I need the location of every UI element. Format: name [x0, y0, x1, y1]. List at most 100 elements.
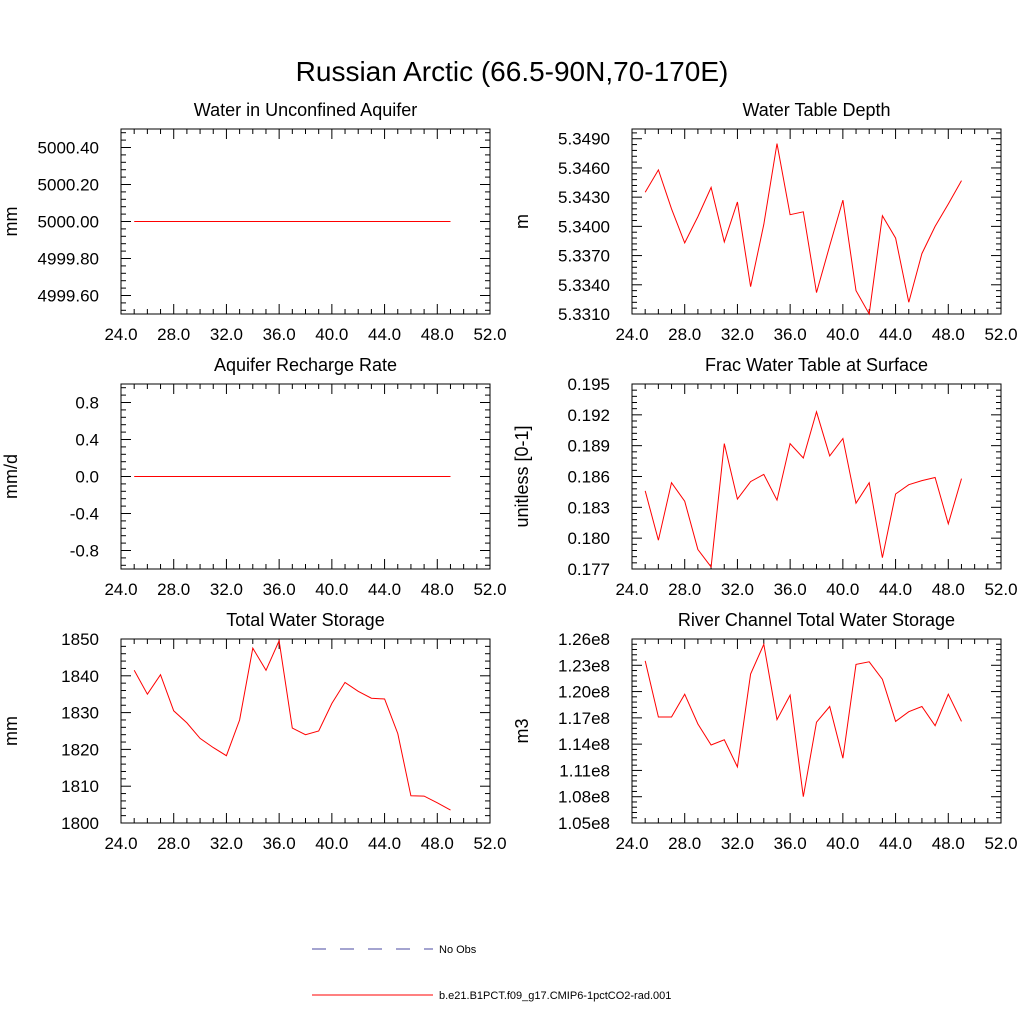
x-tick-label: 24.0 — [104, 580, 137, 599]
x-tick-label: 28.0 — [668, 580, 701, 599]
x-tick-label: 36.0 — [263, 580, 296, 599]
x-tick-label: 24.0 — [615, 580, 648, 599]
x-tick-label: 44.0 — [879, 325, 912, 344]
y-tick-label: 5000.20 — [38, 176, 99, 195]
y-tick-label: 1.17e8 — [558, 709, 610, 728]
y-tick-label: -0.4 — [70, 505, 99, 524]
y-tick-label: 4999.60 — [38, 287, 99, 306]
y-tick-label: 1.26e8 — [558, 630, 610, 649]
panel-aquifer-recharge-rate: Aquifer Recharge Rate mm/d 24.0 28.0 32.0 36.… — [1, 355, 507, 599]
y-tick-label: 0.4 — [75, 431, 99, 450]
series-line — [644, 143, 962, 316]
y-tick-label: 1810 — [61, 777, 99, 796]
panel-title: Water in Unconfined Aquifer — [194, 100, 417, 120]
y-tick-label: 4999.80 — [38, 250, 99, 269]
x-tick-label: 52.0 — [984, 834, 1017, 853]
x-tick-label: 40.0 — [315, 834, 348, 853]
panel-water-unconfined-aquifer: Water in Unconfined Aquifer mm 24.0 28.0 32.… — [1, 100, 507, 344]
panel-title: Aquifer Recharge Rate — [214, 355, 397, 375]
x-tick-label: 52.0 — [473, 834, 506, 853]
x-tick-label: 40.0 — [826, 325, 859, 344]
x-tick-label: 32.0 — [210, 325, 243, 344]
plot-frame — [631, 128, 1002, 315]
x-tick-label: 32.0 — [210, 580, 243, 599]
x-tick-label: 44.0 — [368, 580, 401, 599]
y-tick-label: 1.14e8 — [558, 735, 610, 754]
y-tick-label: 5000.40 — [38, 139, 99, 158]
legend: No Obs b.e21.B1PCT.f09_g17.CMIP6-1pctCO2… — [312, 944, 671, 1002]
y-axis-label: unitless [0-1] — [512, 425, 532, 527]
y-tick-label: 0.0 — [75, 468, 99, 487]
x-tick-label: 44.0 — [879, 834, 912, 853]
x-tick-label: 52.0 — [473, 325, 506, 344]
y-tick-label: 5.3370 — [558, 247, 610, 266]
y-tick-label: 1.11e8 — [559, 761, 610, 780]
x-tick-label: 44.0 — [368, 325, 401, 344]
x-tick-label: 48.0 — [932, 834, 965, 853]
x-tick-label: 52.0 — [984, 580, 1017, 599]
x-tick-label: 24.0 — [615, 834, 648, 853]
x-tick-label: 28.0 — [668, 834, 701, 853]
x-tick-label: 28.0 — [157, 325, 190, 344]
y-axis-label: mm/d — [1, 454, 21, 499]
y-tick-label: 0.192 — [567, 406, 610, 425]
legend-obs-label: No Obs — [439, 944, 477, 956]
y-tick-label: 0.189 — [567, 437, 610, 456]
y-tick-label: 0.180 — [567, 529, 610, 548]
x-tick-label: 36.0 — [263, 834, 296, 853]
y-tick-label: 5.3340 — [558, 276, 610, 295]
y-tick-label: 0.177 — [567, 560, 610, 579]
y-tick-label: 1800 — [61, 814, 99, 833]
x-tick-label: 40.0 — [826, 834, 859, 853]
y-tick-label: 1.05e8 — [558, 814, 610, 833]
x-tick-label: 24.0 — [104, 325, 137, 344]
y-tick-label: 0.186 — [567, 468, 610, 487]
x-tick-label: 52.0 — [473, 580, 506, 599]
x-tick-label: 36.0 — [263, 325, 296, 344]
x-tick-label: 32.0 — [721, 325, 754, 344]
y-tick-label: 0.195 — [567, 375, 610, 394]
y-tick-label: 1830 — [61, 704, 99, 723]
x-tick-label: 24.0 — [104, 834, 137, 853]
y-tick-label: 0.183 — [567, 498, 610, 517]
y-tick-label: 5000.00 — [38, 213, 99, 232]
x-tick-label: 48.0 — [932, 325, 965, 344]
panel-title: River Channel Total Water Storage — [678, 610, 955, 630]
x-tick-label: 36.0 — [774, 834, 807, 853]
x-tick-label: 24.0 — [615, 325, 648, 344]
x-tick-label: 36.0 — [774, 580, 807, 599]
panel-title: Total Water Storage — [226, 610, 384, 630]
panel-total-water-storage: Total Water Storage mm 24.0 28.0 32.0 36.0 40.… — [1, 610, 507, 853]
x-tick-label: 32.0 — [721, 834, 754, 853]
y-axis-label: m3 — [512, 718, 532, 743]
series-line — [644, 642, 962, 797]
plot-frame — [631, 638, 1002, 824]
x-tick-label: 52.0 — [984, 325, 1017, 344]
figure-title: Russian Arctic (66.5-90N,70-170E) — [296, 56, 729, 87]
panel-water-table-depth: Water Table Depth m 24.0 28.0 32.0 36.0 40.0 44… — [512, 100, 1018, 344]
panel-title: Water Table Depth — [742, 100, 890, 120]
panel-frac-water-table-surface: Frac Water Table at Surface unitless [0-1… — [512, 355, 1018, 599]
y-tick-label: -0.8 — [70, 542, 99, 561]
x-tick-label: 28.0 — [157, 580, 190, 599]
x-tick-label: 48.0 — [932, 580, 965, 599]
x-tick-label: 36.0 — [774, 325, 807, 344]
y-tick-label: 5.3460 — [558, 159, 610, 178]
x-tick-label: 28.0 — [668, 325, 701, 344]
x-tick-label: 32.0 — [721, 580, 754, 599]
panel-river-channel-storage: River Channel Total Water Storage m3 24.0 2… — [512, 610, 1018, 853]
x-tick-label: 44.0 — [879, 580, 912, 599]
y-tick-label: 5.3400 — [558, 217, 610, 236]
x-tick-label: 44.0 — [368, 834, 401, 853]
y-tick-label: 0.8 — [75, 394, 99, 413]
y-tick-label: 5.3490 — [558, 130, 610, 149]
y-axis-label: mm — [1, 207, 21, 237]
plot-frame — [120, 638, 491, 824]
y-tick-label: 1820 — [61, 740, 99, 759]
x-tick-label: 48.0 — [421, 580, 454, 599]
y-tick-label: 5.3430 — [558, 188, 610, 207]
x-tick-label: 40.0 — [315, 580, 348, 599]
y-tick-label: 1.08e8 — [558, 788, 610, 807]
legend-model-label: b.e21.B1PCT.f09_g17.CMIP6-1pctCO2-rad.00… — [439, 990, 671, 1002]
